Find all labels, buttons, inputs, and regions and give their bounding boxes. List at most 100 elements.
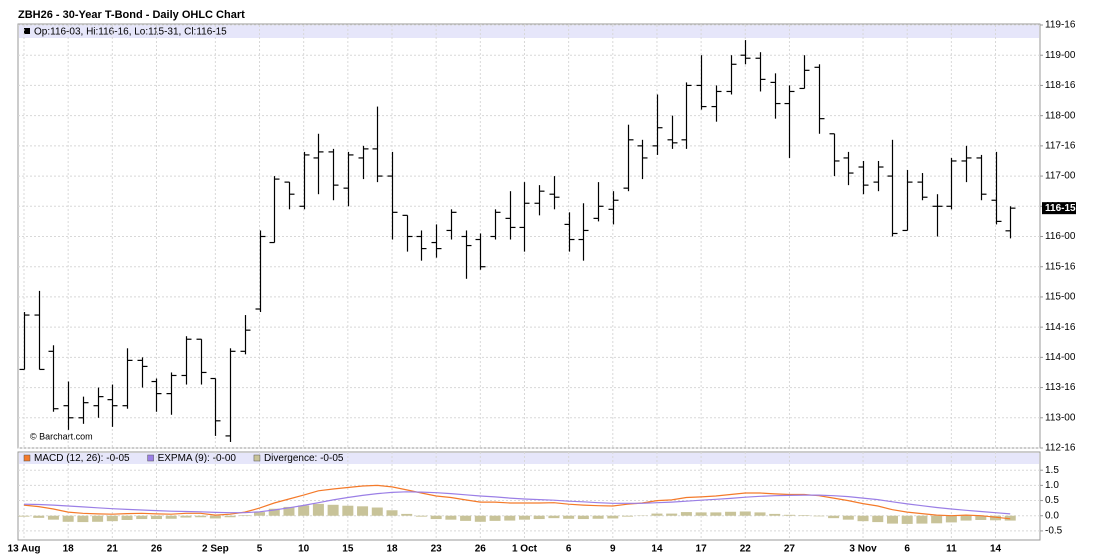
y-tick-label: 114-00 — [1045, 352, 1076, 363]
x-tick-label: 27 — [784, 544, 796, 555]
x-tick-label: 26 — [475, 544, 487, 555]
divergence-bar — [357, 506, 369, 516]
x-tick-label: 18 — [386, 544, 398, 555]
divergence-bar — [268, 508, 280, 516]
divergence-bar — [518, 515, 530, 520]
x-tick-label: 23 — [431, 544, 443, 555]
x-tick-label: 15 — [342, 544, 354, 555]
y-tick-label: 118-00 — [1045, 110, 1076, 121]
y-tick-label: 0.5 — [1045, 495, 1059, 506]
x-tick-label: 14 — [990, 544, 1002, 555]
y-tick-label: 114-16 — [1045, 322, 1076, 333]
x-tick-label: 22 — [740, 544, 752, 555]
divergence-bar — [622, 515, 634, 517]
divergence-bar — [33, 515, 45, 518]
divergence-bar — [577, 515, 589, 520]
y-tick-label: 112-16 — [1045, 443, 1076, 454]
y-tick-label: 119-16 — [1045, 20, 1076, 31]
x-tick-label: 9 — [610, 544, 616, 555]
divergence-bar — [136, 515, 148, 520]
x-tick-label: 14 — [651, 544, 663, 555]
y-tick-label: 0.0 — [1045, 510, 1059, 521]
divergence-bar — [298, 505, 310, 516]
y-tick-label: 117-00 — [1045, 171, 1076, 182]
divergence-bar — [460, 515, 472, 521]
divergence-bar — [960, 515, 972, 521]
y-tick-label: 113-00 — [1045, 412, 1076, 423]
divergence-bar — [931, 515, 943, 524]
divergence-bar — [533, 515, 545, 520]
divergence-bar — [725, 511, 737, 516]
divergence-bar — [813, 515, 825, 517]
divergence-bar — [975, 515, 987, 520]
divergence-bar — [150, 515, 162, 520]
divergence-bar — [739, 511, 751, 516]
divergence-bar — [445, 515, 457, 520]
divergence-bar — [504, 515, 516, 521]
macd-line — [23, 484, 1011, 520]
divergence-bar — [592, 515, 604, 519]
x-tick-label: 10 — [298, 544, 310, 555]
divergence-bar — [945, 515, 957, 523]
ohlc-summary: Op:116-03, Hi:116-16, Lo:115-31, Cl:116-… — [34, 27, 227, 38]
divergence-bar — [312, 503, 324, 516]
divergence-bar — [769, 513, 781, 516]
divergence-bar — [239, 515, 251, 516]
divergence-bar — [92, 515, 104, 522]
divergence-bar — [47, 515, 59, 520]
divergence-bar — [62, 515, 74, 522]
x-tick-label: 6 — [904, 544, 910, 555]
y-tick-label: 116-00 — [1045, 231, 1076, 242]
divergence-bar — [415, 515, 427, 517]
legend-swatch — [147, 454, 154, 462]
divergence-bar — [106, 515, 118, 522]
divergence-bar — [607, 515, 619, 519]
divergence-bar — [842, 515, 854, 520]
divergence-bar — [857, 515, 869, 522]
x-tick-label: 21 — [107, 544, 119, 555]
legend-swatch — [24, 28, 30, 34]
divergence-bar — [563, 515, 575, 519]
legend-swatch — [23, 454, 31, 462]
y-tick-label: 1.0 — [1045, 480, 1059, 491]
divergence-bar — [327, 504, 339, 516]
macd-header — [19, 453, 1039, 464]
divergence-bar — [121, 515, 133, 520]
divergence-bar — [1004, 515, 1016, 521]
last-price-label: 116-15 — [1045, 203, 1076, 214]
divergence-bar — [209, 515, 221, 519]
divergence-bar — [916, 515, 928, 524]
legend-label: EXPMA (9): -0-00 — [158, 453, 237, 464]
divergence-bar — [798, 515, 810, 516]
y-tick-label: -0.5 — [1045, 526, 1063, 537]
divergence-bar — [990, 515, 1002, 521]
divergence-bar — [430, 515, 442, 520]
x-tick-label: 1 Oct — [512, 544, 538, 555]
divergence-bar — [165, 515, 177, 519]
y-tick-label: 119-00 — [1045, 50, 1076, 61]
divergence-bar — [283, 506, 295, 516]
x-tick-label: 6 — [566, 544, 572, 555]
divergence-bar — [651, 513, 663, 516]
divergence-bar — [901, 515, 913, 524]
chart-title: ZBH26 - 30-Year T-Bond - Daily OHLC Char… — [18, 9, 245, 21]
x-tick-label: 13 Aug — [8, 544, 41, 555]
divergence-bar — [224, 515, 236, 518]
divergence-bar — [754, 512, 766, 516]
y-tick-label: 115-16 — [1045, 261, 1076, 272]
divergence-bar — [489, 515, 501, 521]
copyright: © Barchart.com — [30, 431, 93, 441]
y-tick-label: 118-16 — [1045, 80, 1076, 91]
divergence-bar — [254, 512, 266, 516]
divergence-bar — [474, 515, 486, 522]
divergence-bar — [872, 515, 884, 523]
macd-line — [23, 491, 1011, 515]
divergence-bar — [180, 515, 192, 518]
x-tick-label: 17 — [696, 544, 708, 555]
divergence-bar — [342, 505, 354, 516]
divergence-bar — [886, 515, 898, 524]
divergence-bar — [386, 510, 398, 516]
y-tick-label: 117-16 — [1045, 140, 1076, 151]
